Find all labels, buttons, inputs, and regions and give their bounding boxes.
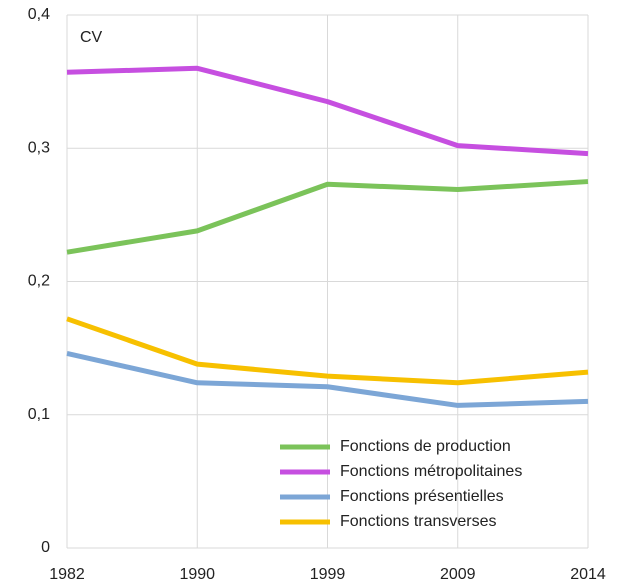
annotation: CV <box>80 29 103 46</box>
x-tick-label: 2014 <box>570 566 606 583</box>
x-tick-label: 1982 <box>49 566 85 583</box>
x-tick-label: 1990 <box>179 566 215 583</box>
x-tick-label: 1999 <box>310 566 346 583</box>
y-tick-label: 0,2 <box>28 273 50 290</box>
legend-label: Fonctions métropolitaines <box>340 463 522 480</box>
series-line <box>66 351 589 408</box>
series-line <box>66 179 589 255</box>
y-tick-label: 0,1 <box>28 406 50 423</box>
x-tick-label: 2009 <box>440 566 476 583</box>
legend-label: Fonctions de production <box>340 438 511 455</box>
y-tick-label: 0,4 <box>28 6 50 23</box>
y-tick-label: 0 <box>41 539 50 556</box>
series-line <box>66 316 589 386</box>
series-line <box>66 65 589 157</box>
y-tick-label: 0,3 <box>28 139 50 156</box>
legend-label: Fonctions transverses <box>340 513 497 530</box>
legend-label: Fonctions présentielles <box>340 488 504 505</box>
